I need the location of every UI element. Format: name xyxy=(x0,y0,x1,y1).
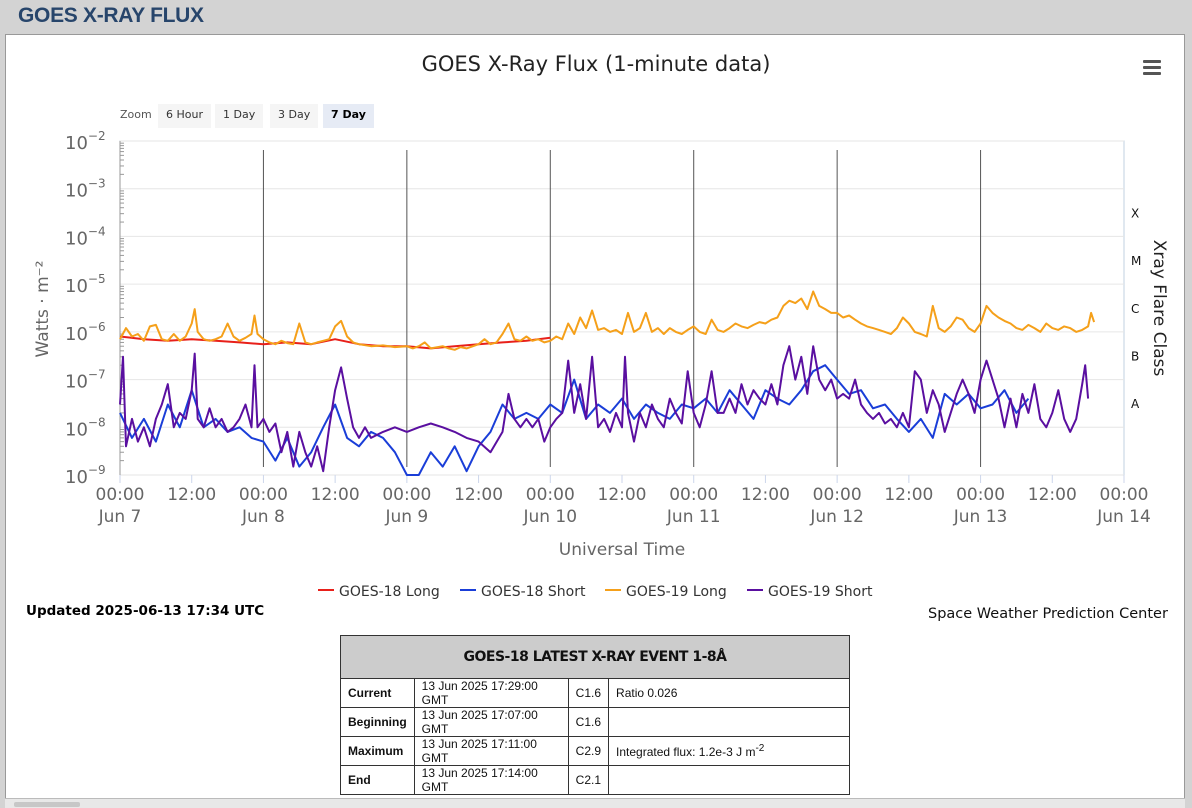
chart-title: GOES X-Ray Flux (1-minute data) xyxy=(421,52,771,76)
y-tick-label: 10−6 xyxy=(65,320,106,345)
table-row: Maximum 13 Jun 2025 17:11:00 GMT C2.9 In… xyxy=(340,736,850,766)
legend-item-goes18-short[interactable]: GOES-18 Short xyxy=(460,584,586,600)
goes18-short-line xyxy=(119,364,1030,476)
row-time: 13 Jun 2025 17:07:00 GMT xyxy=(413,707,569,737)
x-tick-time-label: 12:00 xyxy=(311,485,360,505)
row-label: Current xyxy=(340,678,415,708)
row-label: Maximum xyxy=(340,736,415,766)
x-tick-time-label: 12:00 xyxy=(884,485,933,505)
y-tick-label: 10−3 xyxy=(65,177,106,202)
latest-event-table: GOES-18 LATEST X-RAY EVENT 1-8Å Current … xyxy=(340,635,850,795)
x-tick-date-label: Jun 9 xyxy=(384,507,428,527)
legend-item-goes18-long[interactable]: GOES-18 Long xyxy=(318,584,440,600)
y-tick-label: 10−2 xyxy=(65,129,106,154)
horizontal-scrollbar[interactable] xyxy=(5,798,1185,808)
right-axis-label: Xray Flare Class xyxy=(1149,240,1169,377)
goes19-short-line xyxy=(119,345,1090,473)
y-tick-label: 10−8 xyxy=(65,415,106,440)
x-tick-time-label: 00:00 xyxy=(956,485,1005,505)
x-tick-date-label: Jun 11 xyxy=(666,507,721,527)
flare-class-label: B xyxy=(1131,349,1139,363)
x-tick-date-label: Jun 12 xyxy=(809,507,864,527)
x-tick-time-label: 00:00 xyxy=(382,485,431,505)
y-tick-label: 10−4 xyxy=(65,224,106,249)
flare-class-label: M xyxy=(1131,254,1141,268)
x-tick-time-label: 12:00 xyxy=(167,485,216,505)
flare-class-label: C xyxy=(1131,302,1139,316)
updated-timestamp: Updated 2025-06-13 17:34 UTC xyxy=(26,603,265,619)
x-tick-time-label: 00:00 xyxy=(813,485,862,505)
x-tick-time-label: 00:00 xyxy=(96,485,145,505)
x-tick-time-label: 12:00 xyxy=(598,485,647,505)
x-tick-time-label: 00:00 xyxy=(239,485,288,505)
x-tick-date-label: Jun 8 xyxy=(241,507,285,527)
x-axis-label: Universal Time xyxy=(559,540,685,560)
table-row: Current 13 Jun 2025 17:29:00 GMT C1.6 Ra… xyxy=(340,678,850,708)
x-tick-date-label: Jun 13 xyxy=(953,507,1008,527)
x-tick-time-label: 12:00 xyxy=(454,485,503,505)
x-tick-date-label: Jun 14 xyxy=(1096,507,1151,527)
y-tick-label: 10−7 xyxy=(65,368,106,393)
hamburger-menu-icon[interactable] xyxy=(1143,60,1161,76)
legend-item-goes19-short[interactable]: GOES-19 Short xyxy=(747,584,873,600)
legend-label: GOES-19 Long xyxy=(626,584,727,600)
row-label: End xyxy=(340,765,415,795)
credit-text: Space Weather Prediction Center xyxy=(928,606,1168,622)
integrated-flux-text: Integrated flux: 1.2e-3 J m xyxy=(616,745,756,759)
flare-class-label: A xyxy=(1131,397,1140,411)
y-axis-label: Watts · m⁻² xyxy=(33,261,53,358)
integrated-flux-exponent: -2 xyxy=(755,743,765,754)
row-class: C2.1 xyxy=(567,765,610,795)
row-extra xyxy=(608,707,850,737)
row-extra xyxy=(608,765,850,795)
table-row: Beginning 13 Jun 2025 17:07:00 GMT C1.6 xyxy=(340,707,850,737)
legend-item-goes19-long[interactable]: GOES-19 Long xyxy=(605,584,727,600)
x-tick-time-label: 00:00 xyxy=(669,485,718,505)
row-class: C2.9 xyxy=(567,736,610,766)
x-tick-date-label: Jun 7 xyxy=(98,507,142,527)
row-class: C1.6 xyxy=(567,707,610,737)
goes19-long-line xyxy=(119,290,1096,351)
flare-class-label: X xyxy=(1131,206,1139,220)
y-tick-label: 10−9 xyxy=(65,463,106,488)
zoom-1-day-button[interactable]: 1 Day xyxy=(215,104,264,128)
row-class: C1.6 xyxy=(567,678,610,708)
row-time: 13 Jun 2025 17:11:00 GMT xyxy=(413,736,569,766)
x-tick-time-label: 00:00 xyxy=(1100,485,1149,505)
scrollbar-thumb[interactable] xyxy=(14,802,80,807)
row-extra: Integrated flux: 1.2e-3 J m-2 xyxy=(608,736,850,766)
zoom-label: Zoom xyxy=(120,108,152,121)
zoom-7-day-button[interactable]: 7 Day xyxy=(323,104,374,128)
x-tick-time-label: 12:00 xyxy=(1028,485,1077,505)
row-extra: Ratio 0.026 xyxy=(608,678,850,708)
row-time: 13 Jun 2025 17:14:00 GMT xyxy=(413,765,569,795)
row-label: Beginning xyxy=(340,707,415,737)
xray-flux-chart: 10−210−310−410−510−610−710−810−9 00:00Ju… xyxy=(33,129,1169,560)
x-tick-date-label: Jun 10 xyxy=(522,507,577,527)
x-tick-time-label: 12:00 xyxy=(741,485,790,505)
legend-label: GOES-19 Short xyxy=(768,584,873,600)
event-table-title: GOES-18 LATEST X-RAY EVENT 1-8Å xyxy=(340,635,850,679)
zoom-6-hour-button[interactable]: 6 Hour xyxy=(158,104,211,128)
x-tick-time-label: 00:00 xyxy=(526,485,575,505)
row-time: 13 Jun 2025 17:29:00 GMT xyxy=(413,678,569,708)
legend-label: GOES-18 Long xyxy=(339,584,440,600)
zoom-3-day-button[interactable]: 3 Day xyxy=(270,104,319,128)
legend-label: GOES-18 Short xyxy=(481,584,586,600)
y-tick-label: 10−5 xyxy=(65,272,106,297)
page-title: GOES X-RAY FLUX xyxy=(18,4,204,27)
table-row: End 13 Jun 2025 17:14:00 GMT C2.1 xyxy=(340,765,850,795)
